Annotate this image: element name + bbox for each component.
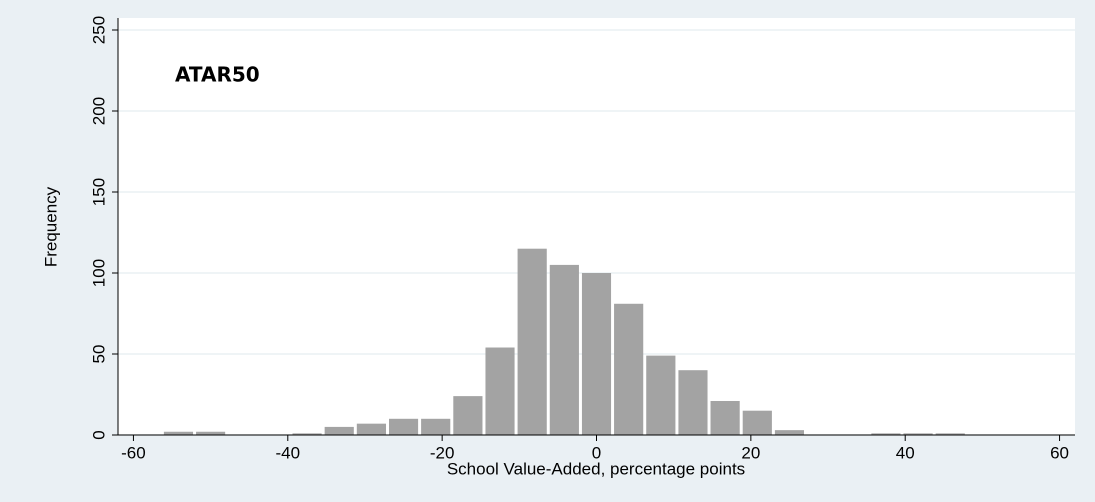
bar bbox=[581, 273, 612, 435]
bar bbox=[356, 423, 387, 435]
bar bbox=[485, 347, 515, 435]
bar bbox=[453, 396, 483, 435]
y-tick-label: 100 bbox=[89, 259, 108, 287]
bar bbox=[324, 426, 354, 435]
x-tick-label: 0 bbox=[592, 443, 601, 462]
bar bbox=[517, 248, 547, 435]
x-tick-label: 20 bbox=[741, 443, 760, 462]
bar bbox=[163, 431, 194, 435]
bar bbox=[292, 433, 322, 435]
x-tick-label: -40 bbox=[276, 443, 301, 462]
y-tick-label: 0 bbox=[89, 430, 108, 439]
y-tick-label: 250 bbox=[89, 16, 108, 44]
y-axis-label: Frequency bbox=[41, 186, 60, 267]
bar bbox=[389, 418, 419, 435]
bar bbox=[935, 433, 965, 435]
y-tick-label: 50 bbox=[89, 345, 108, 364]
bar bbox=[710, 400, 740, 435]
bar bbox=[421, 418, 451, 435]
y-tick-label: 200 bbox=[89, 97, 108, 125]
bar bbox=[774, 430, 804, 435]
x-tick-label: -20 bbox=[430, 443, 455, 462]
bar bbox=[871, 433, 901, 435]
x-tick-label: 40 bbox=[896, 443, 915, 462]
bar bbox=[196, 431, 226, 435]
bar bbox=[903, 433, 933, 435]
x-axis-label: School Value-Added, percentage points bbox=[447, 459, 745, 478]
bar bbox=[646, 355, 676, 435]
bar bbox=[614, 303, 644, 435]
bar bbox=[549, 264, 579, 435]
bar bbox=[678, 370, 708, 435]
x-tick-label: -60 bbox=[121, 443, 146, 462]
y-tick-label: 150 bbox=[89, 178, 108, 206]
annotation: ATAR50 bbox=[175, 63, 260, 87]
bar bbox=[742, 410, 772, 435]
x-tick-label: 60 bbox=[1050, 443, 1069, 462]
